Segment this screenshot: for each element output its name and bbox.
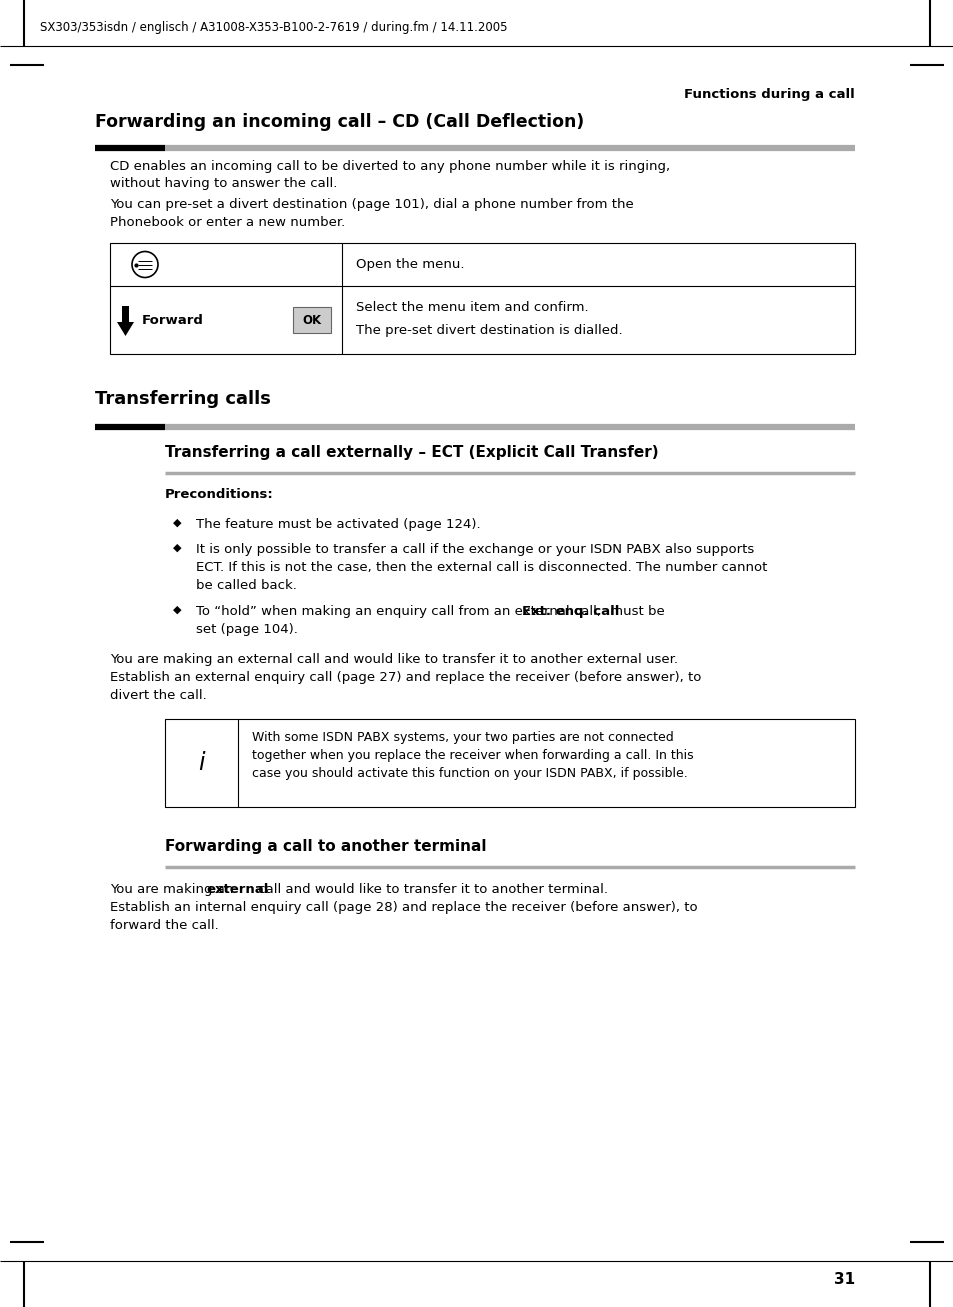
Text: Forward: Forward: [142, 314, 204, 327]
Text: You are making an: You are making an: [110, 884, 237, 897]
Text: Forwarding an incoming call – CD (Call Deflection): Forwarding an incoming call – CD (Call D…: [95, 112, 583, 131]
Text: case you should activate this function on your ISDN PABX, if possible.: case you should activate this function o…: [252, 767, 687, 780]
Text: Open the menu.: Open the menu.: [355, 257, 464, 271]
Text: With some ISDN PABX systems, your two parties are not connected: With some ISDN PABX systems, your two pa…: [252, 731, 673, 744]
Text: Preconditions:: Preconditions:: [165, 488, 274, 501]
Text: Establish an external enquiry call (page 27) and replace the receiver (before an: Establish an external enquiry call (page…: [110, 670, 700, 684]
Polygon shape: [117, 306, 133, 336]
Text: Ext. enq. call: Ext. enq. call: [522, 605, 619, 618]
Text: ◆: ◆: [172, 518, 181, 528]
Text: together when you replace the receiver when forwarding a call. In this: together when you replace the receiver w…: [252, 749, 693, 762]
Text: The pre-set divert destination is dialled.: The pre-set divert destination is dialle…: [355, 324, 622, 337]
Text: Transferring a call externally – ECT (Explicit Call Transfer): Transferring a call externally – ECT (Ex…: [165, 444, 658, 460]
Text: OK: OK: [302, 314, 321, 327]
Text: i: i: [198, 752, 205, 775]
Bar: [110, 243, 854, 354]
Text: external: external: [206, 884, 269, 897]
Text: set (page 104).: set (page 104).: [195, 623, 297, 637]
Text: You are making an external call and would like to transfer it to another externa: You are making an external call and woul…: [110, 654, 678, 667]
Text: ECT. If this is not the case, then the external call is disconnected. The number: ECT. If this is not the case, then the e…: [195, 561, 766, 574]
Text: call and would like to transfer it to another terminal.: call and would like to transfer it to an…: [253, 884, 607, 897]
Bar: [165, 719, 854, 806]
Text: CD enables an incoming call to be diverted to any phone number while it is ringi: CD enables an incoming call to be divert…: [110, 159, 669, 191]
Text: The feature must be activated (page 124).: The feature must be activated (page 124)…: [195, 518, 480, 531]
Text: To “hold” when making an enquiry call from an external call,: To “hold” when making an enquiry call fr…: [195, 605, 604, 618]
Text: forward the call.: forward the call.: [110, 919, 218, 932]
Text: 31: 31: [833, 1273, 854, 1287]
Text: Establish an internal enquiry call (page 28) and replace the receiver (before an: Establish an internal enquiry call (page…: [110, 901, 697, 914]
Text: must be: must be: [605, 605, 663, 618]
Bar: [293, 307, 331, 333]
Text: ◆: ◆: [172, 605, 181, 616]
Text: ◆: ◆: [172, 542, 181, 553]
Text: SX303/353isdn / englisch / A31008-X353-B100-2-7619 / during.fm / 14.11.2005: SX303/353isdn / englisch / A31008-X353-B…: [40, 21, 507, 34]
Text: Select the menu item and confirm.: Select the menu item and confirm.: [355, 301, 588, 314]
Text: be called back.: be called back.: [195, 579, 296, 592]
Text: Transferring calls: Transferring calls: [95, 389, 271, 408]
Text: You can pre-set a divert destination (page 101), dial a phone number from the
Ph: You can pre-set a divert destination (pa…: [110, 197, 633, 229]
Text: It is only possible to transfer a call if the exchange or your ISDN PABX also su: It is only possible to transfer a call i…: [195, 542, 754, 555]
Text: Functions during a call: Functions during a call: [683, 88, 854, 101]
Text: divert the call.: divert the call.: [110, 689, 207, 702]
Text: Forwarding a call to another terminal: Forwarding a call to another terminal: [165, 839, 486, 853]
